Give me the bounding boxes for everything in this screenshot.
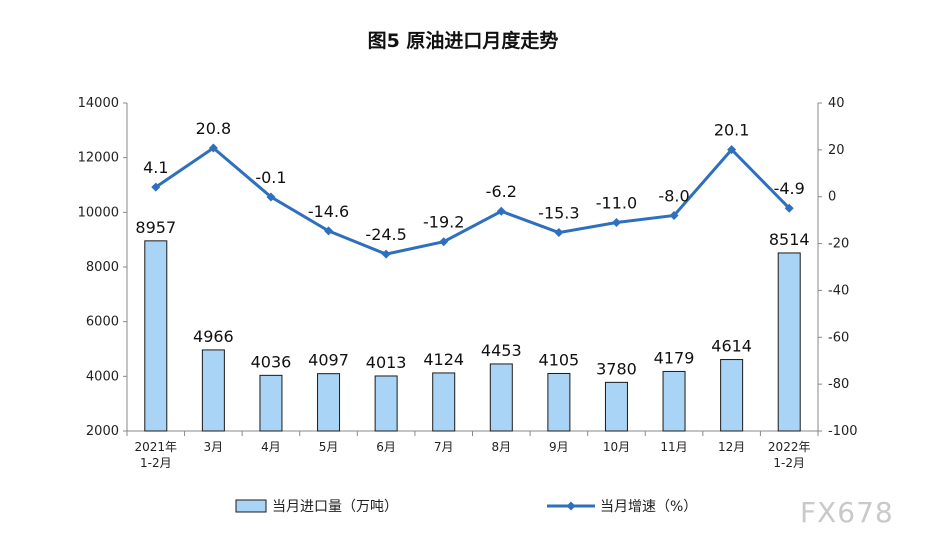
bar <box>374 375 398 432</box>
bar-data-label: 3780 <box>596 359 637 378</box>
legend-line-marker <box>566 501 576 511</box>
left-tick-label: 4000 <box>86 369 119 384</box>
bar <box>720 359 744 432</box>
line-point <box>266 192 276 202</box>
line-data-label: -8.0 <box>658 186 689 205</box>
growth-line <box>154 146 791 256</box>
bar-data-label: 4013 <box>366 353 407 372</box>
x-tick-label: 1-2月 <box>140 456 172 470</box>
left-tick-label: 8000 <box>86 260 119 275</box>
left-tick-label: 14000 <box>78 96 119 111</box>
line-data-label: -19.2 <box>423 213 464 232</box>
line-point <box>669 210 679 220</box>
line-point <box>611 217 621 227</box>
bar <box>144 240 168 432</box>
line-data-label: -4.9 <box>774 179 805 198</box>
bar-data-label: 4105 <box>539 350 580 369</box>
line-data-label: -0.1 <box>255 168 286 187</box>
bar-data-label: 4124 <box>423 350 464 369</box>
x-tick-label: 8月 <box>491 440 511 454</box>
line-point <box>151 182 161 192</box>
x-tick-label: 6月 <box>376 440 396 454</box>
bar-data-label: 4453 <box>481 341 522 360</box>
bar-data-label: 4036 <box>251 352 292 371</box>
right-tick-label: 40 <box>828 96 845 111</box>
bar <box>259 374 283 432</box>
left-tick-label: 10000 <box>78 205 119 220</box>
line-data-label: -14.6 <box>308 202 349 221</box>
chart-title: 图5 原油进口月度走势 <box>367 30 559 52</box>
x-tick-label: 1-2月 <box>773 456 805 470</box>
bar <box>777 252 801 432</box>
x-tick-label: 9月 <box>549 440 569 454</box>
bar <box>489 363 513 432</box>
bar <box>201 349 225 432</box>
bar <box>547 372 571 432</box>
line-data-label: -6.2 <box>486 182 517 201</box>
line-data-label: 20.1 <box>714 121 750 140</box>
legend-bar-swatch <box>235 499 267 513</box>
line-data-label: -11.0 <box>596 193 637 212</box>
x-tick-label: 3月 <box>204 440 224 454</box>
bar <box>604 381 628 432</box>
x-tick-label: 11月 <box>660 440 687 454</box>
left-tick-label: 6000 <box>86 315 119 330</box>
line-point <box>439 237 449 247</box>
line-data-label: -24.5 <box>365 225 406 244</box>
left-tick-label: 2000 <box>86 424 119 439</box>
bar-data-label: 4614 <box>711 337 752 356</box>
right-tick-label: 0 <box>828 190 836 205</box>
right-tick-label: -60 <box>828 330 849 345</box>
x-tick-label: 5月 <box>319 440 339 454</box>
right-tick-label: -40 <box>828 283 849 298</box>
bar-data-label: 8514 <box>769 230 810 249</box>
right-tick-label: -100 <box>828 424 858 439</box>
bar-data-label: 4966 <box>193 327 234 346</box>
x-tick-label: 12月 <box>718 440 745 454</box>
bar-data-label: 4179 <box>654 348 695 367</box>
x-tick-label: 7月 <box>434 440 454 454</box>
legend-line-label: 当月增速（%） <box>600 499 697 515</box>
legend-bar-label: 当月进口量（万吨） <box>272 499 398 515</box>
x-tick-label: 4月 <box>261 440 281 454</box>
bar <box>317 373 341 432</box>
line-data-label: 4.1 <box>143 158 168 177</box>
watermark-logo: FX678 <box>800 496 894 529</box>
right-tick-label: -20 <box>828 237 849 252</box>
bar-data-label: 8957 <box>135 218 176 237</box>
right-tick-label: 20 <box>828 143 845 158</box>
line-data-label: -15.3 <box>538 204 579 223</box>
line-point <box>324 226 334 236</box>
line-point <box>381 249 391 259</box>
right-tick-label: -80 <box>828 377 849 392</box>
left-tick-label: 12000 <box>78 151 119 166</box>
x-tick-label: 10月 <box>603 440 630 454</box>
bar-data-label: 4097 <box>308 351 349 370</box>
bar <box>432 372 456 432</box>
x-tick-label: 2021年 <box>135 440 178 454</box>
line-point <box>208 143 218 153</box>
line-point <box>496 206 506 216</box>
x-tick-label: 2022年 <box>768 440 811 454</box>
line-data-label: 20.8 <box>196 119 232 138</box>
line-point <box>554 228 564 238</box>
bar <box>662 370 686 432</box>
line-point <box>784 203 794 213</box>
line-point <box>727 145 737 155</box>
